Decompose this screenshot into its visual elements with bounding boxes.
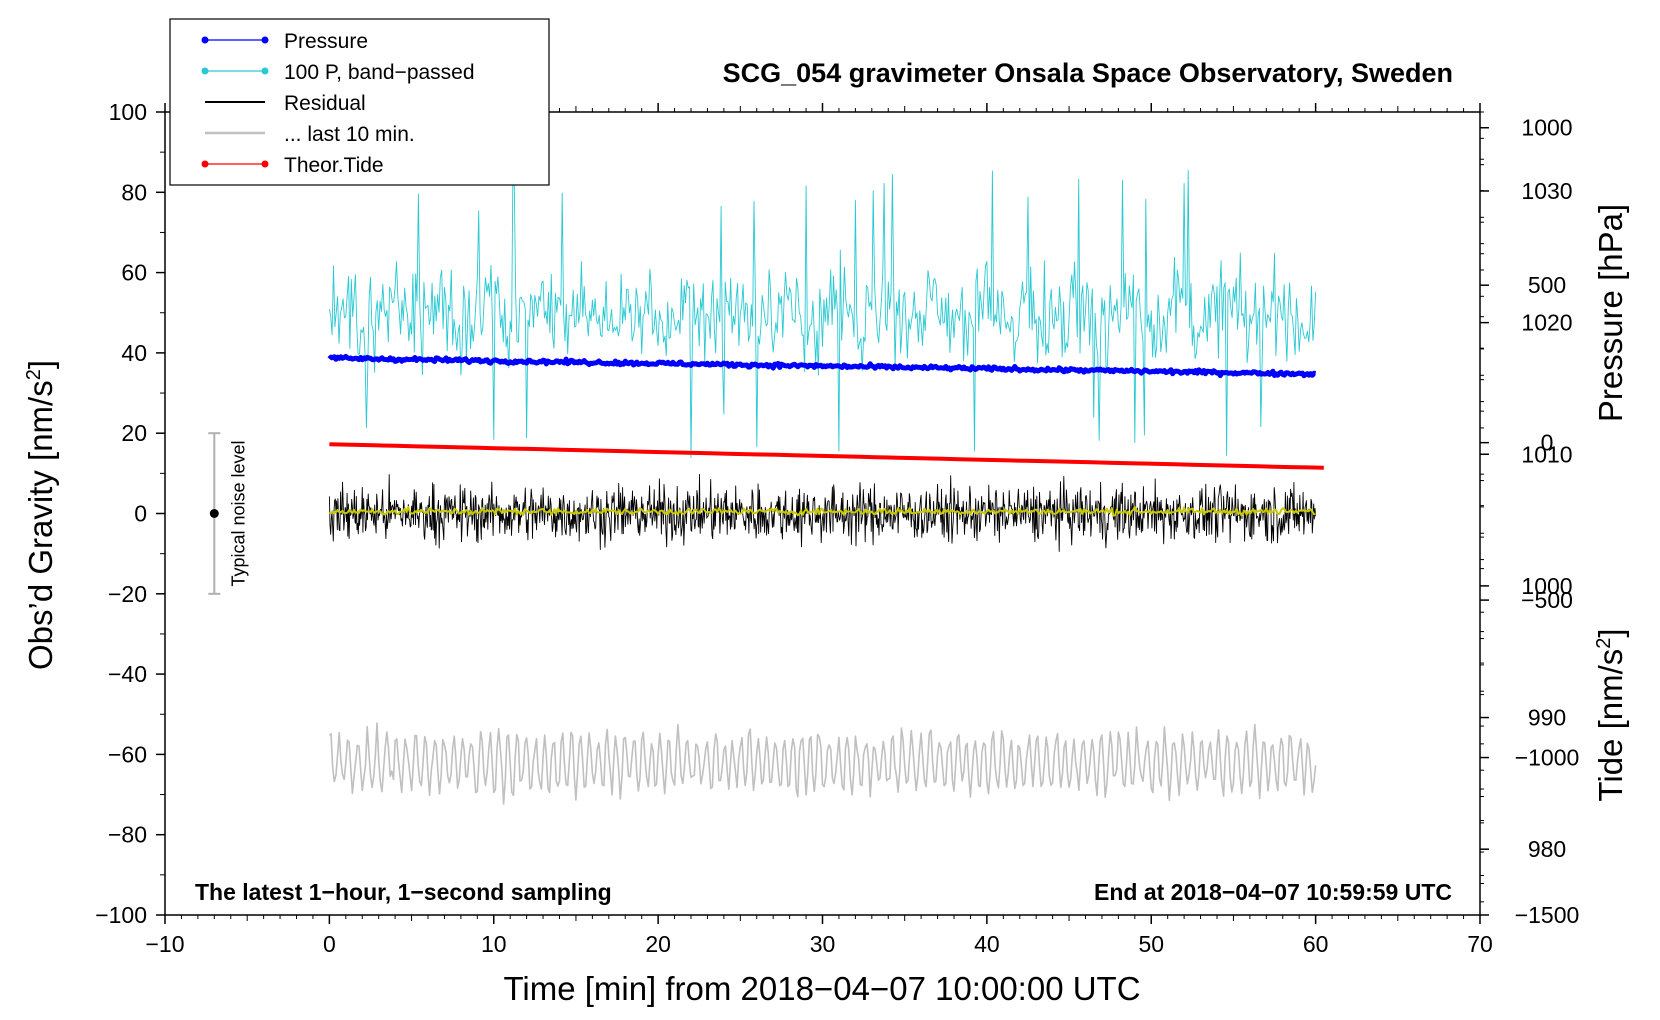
legend-marker (201, 160, 209, 168)
tide-tick-label: 1000 (1521, 115, 1572, 141)
y-axis-title-tide: Tide [nm/s2] (1592, 628, 1629, 801)
x-tick-label: 70 (1467, 931, 1493, 957)
y-tick-label: 0 (134, 501, 147, 527)
legend-label: Theor.Tide (284, 154, 384, 177)
y-tick-label: 80 (121, 179, 147, 205)
legend: Pressure 100 P, band−passed Residual ... la… (169, 18, 550, 186)
tide-tick-label: −1500 (1515, 902, 1580, 928)
noise-bar: Typical noise level (208, 432, 248, 595)
series-theoretical-tide-line (329, 442, 1324, 470)
y-tick-label: 100 (109, 99, 147, 125)
legend-marker (261, 36, 269, 44)
y-tick-label: 60 (121, 260, 147, 286)
legend-entry: Pressure (201, 30, 368, 53)
x-tick-label: 50 (1138, 931, 1164, 957)
tide-tick-label: −500 (1521, 587, 1573, 613)
y-tick-label: −100 (95, 902, 147, 928)
legend-marker (201, 67, 209, 75)
x-tick-label: 30 (810, 931, 836, 957)
annotation-end-time: End at 2018−04−07 10:59:59 UTC (1094, 879, 1452, 905)
legend-entry: ... last 10 min. (205, 123, 415, 146)
x-tick-label: 40 (974, 931, 1000, 957)
x-tick-label: 20 (645, 931, 671, 957)
legend-marker (261, 67, 269, 75)
legend-entry: 100 P, band−passed (201, 61, 475, 84)
y-axis-title-pressure: Pressure [hPa] (1592, 204, 1629, 422)
chart-title: SCG_054 gravimeter Onsala Space Observat… (723, 58, 1453, 88)
y-tick-label: 40 (121, 340, 147, 366)
y-axis-title-left: Obs’d Gravity [nm/s2] (22, 360, 59, 670)
legend-label: Residual (284, 92, 366, 115)
pressure-tick-label: 1030 (1521, 178, 1572, 204)
tide-tick-label: 0 (1541, 430, 1554, 456)
tide-tick-label: −1000 (1515, 745, 1580, 771)
noise-bar-center-dot (209, 509, 219, 518)
legend-label: ... last 10 min. (284, 123, 415, 146)
legend-marker (201, 36, 209, 44)
y-tick-label: −80 (108, 822, 147, 848)
x-tick-label: −10 (145, 931, 184, 957)
pressure-tick-label: 1020 (1521, 310, 1572, 336)
x-axis-title: Time [min] from 2018−04−07 10:00:00 UTC (503, 970, 1140, 1007)
axes: −10 0 10 20 30 40 50 60 70−100−80−60−40−20020406… (95, 99, 1579, 957)
series-residual-line (328, 474, 1317, 552)
legend-marker (261, 160, 269, 168)
y-tick-label: −40 (108, 661, 147, 687)
series-residual-smoothed-line (329, 506, 1316, 517)
x-tick-label: 0 (323, 931, 336, 957)
tide-tick-label: 500 (1528, 272, 1566, 298)
pressure-tick-label: 990 (1528, 705, 1566, 731)
legend-label: Pressure (284, 30, 368, 53)
pressure-tick-label: 1010 (1521, 441, 1572, 467)
pressure-tick-label: 1000 (1521, 573, 1572, 599)
y-tick-label: −20 (108, 581, 147, 607)
series-layer (327, 168, 1324, 805)
noise-label: Typical noise level (228, 440, 248, 586)
series-last-10-min-line (328, 722, 1317, 805)
pressure-tick-label: 980 (1528, 836, 1566, 862)
series-bandpassed-pressure-line (328, 168, 1317, 459)
legend-entry: Residual (205, 92, 366, 115)
x-tick-label: 60 (1303, 931, 1329, 957)
y-tick-label: 20 (121, 420, 147, 446)
legend-label: 100 P, band−passed (284, 61, 475, 84)
annotation-sampling: The latest 1−hour, 1−second sampling (195, 879, 612, 905)
series-pressure-line (327, 353, 1317, 379)
legend-entry: Theor.Tide (201, 154, 384, 177)
x-tick-label: 10 (481, 931, 507, 957)
y-tick-label: −60 (108, 741, 147, 767)
